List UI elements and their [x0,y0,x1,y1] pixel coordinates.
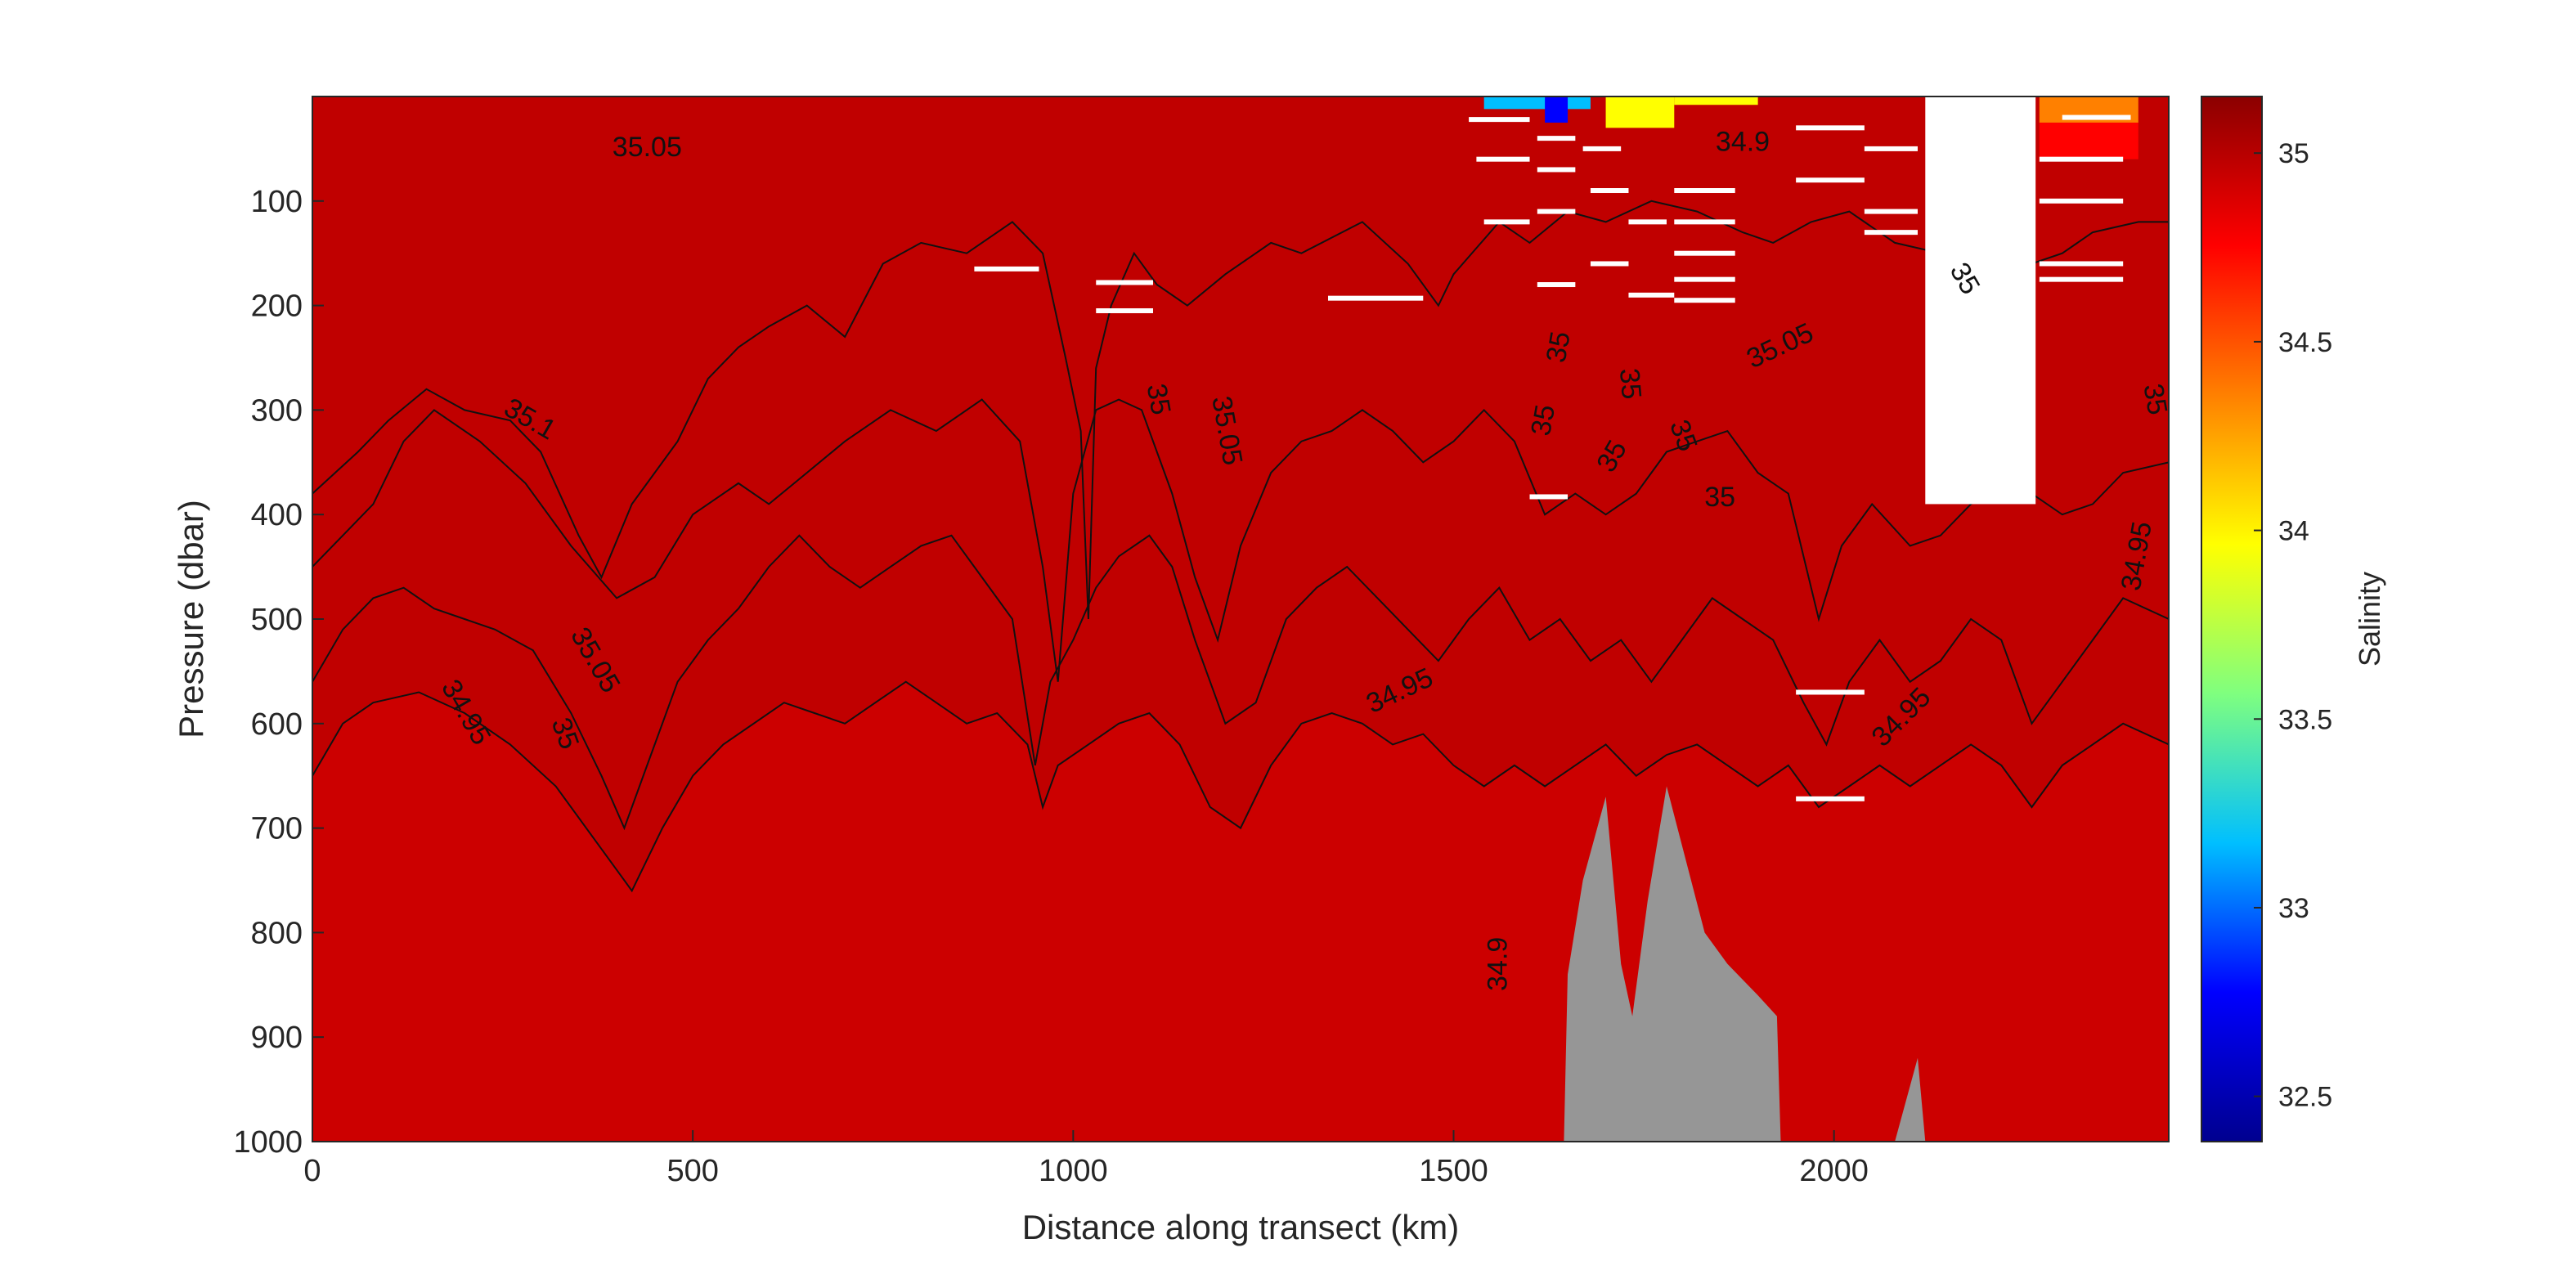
y-tick-label: 400 [251,498,303,532]
surface-feature [1674,96,1758,105]
x-axis-label: Distance along transect (km) [1022,1208,1460,1246]
colorbar: 32.5 33 33.5 34 34.5 35 [2201,96,2332,1142]
colorbar-tick-label: 34 [2278,516,2309,547]
missing-data-segment [1628,292,1675,298]
missing-data-segment [1582,146,1622,151]
missing-data-segment [1674,298,1735,303]
y-tick-label: 100 [251,185,303,219]
contour-line-34.95 [312,680,2169,893]
y-tick-label: 700 [251,812,303,846]
contour-label: 35 [1704,482,1735,513]
x-tick-label: 0 [303,1154,321,1188]
missing-data-segment [1796,796,1865,801]
colorbar-tick-label: 32.5 [2278,1082,2332,1113]
missing-data-segment [2039,198,2124,204]
missing-data-segment [1796,177,1865,183]
y-tick-label: 200 [251,289,303,324]
missing-data-segment [1537,282,1576,288]
missing-data-segment [1537,136,1576,141]
missing-data-segment [1529,494,1568,500]
y-tick-label: 600 [251,707,303,742]
y-tick-label: 1000 [233,1125,303,1160]
y-tick-label: 900 [251,1021,303,1055]
surface-feature [1605,96,1675,128]
missing-data-segment [1628,219,1667,225]
y-axis: 100 200 300 400 500 600 700 800 900 1000 [233,185,324,1160]
contour-line-35.1 [312,200,2169,620]
missing-data-segment [1537,167,1576,173]
contour-line-35 [312,534,2169,831]
y-axis-label: Pressure (dbar) [172,500,210,738]
missing-data-segment [2039,156,2124,162]
surface-feature [1483,96,1591,110]
x-tick-label: 1500 [1419,1154,1488,1188]
colorbar-tick-label: 33 [2278,893,2309,924]
missing-data-segment [1476,156,1530,162]
y-tick-label: 300 [251,393,303,428]
contour-label: 35 [2137,381,2173,417]
missing-data-segment [1674,219,1735,225]
missing-data-segment [1674,188,1735,194]
missing-data-segment [1674,250,1735,256]
colorbar-tick-label: 34.5 [2278,327,2332,358]
contour-label: 35 [1525,402,1561,438]
missing-data-segment [1796,125,1865,131]
x-axis: 0 500 1000 1500 2000 [303,1130,1869,1188]
data-gap [1925,96,2036,505]
missing-data-segment [1537,209,1576,214]
missing-data-segment [1096,280,1154,285]
y-tick-label: 800 [251,916,303,950]
missing-data-segment [1674,276,1735,282]
missing-data-segment [2062,114,2131,120]
missing-data-segment [1864,230,1918,236]
colorbar-scale [2201,96,2263,1142]
colorbar-tick-label: 35 [2278,138,2309,169]
missing-data-segment [974,266,1039,272]
x-tick-label: 2000 [1799,1154,1869,1188]
missing-data-segment [1864,209,1918,214]
contour-label: 35 [1613,367,1647,401]
surface-feature [1545,96,1568,123]
colorbar-label: Salinity [2353,572,2386,666]
seafloor [1895,1057,1926,1142]
contour-line-35.05 [312,398,2169,682]
x-tick-label: 500 [666,1154,718,1188]
missing-data-segment [1469,117,1530,123]
contour-label: 34.9 [1716,126,1770,157]
missing-data-segment [1796,689,1865,695]
contour-label: 35.05 [613,132,682,163]
contour-label: 34.9 [1482,937,1513,991]
missing-data-segment [1590,188,1629,194]
missing-data-segment [1864,146,1918,151]
missing-data-segment [2039,261,2124,267]
salinity-band-34.95 [312,96,2169,891]
missing-data-segment [1590,261,1629,267]
x-tick-label: 1000 [1039,1154,1108,1188]
colorbar-tick-label: 33.5 [2278,704,2332,735]
missing-data-segment [1096,307,1154,313]
missing-data-segment [1483,219,1530,225]
contour-label: 35 [1141,381,1177,417]
y-tick-label: 500 [251,603,303,637]
seafloor [1564,786,1781,1142]
missing-data-segment [2039,276,2124,282]
surface-feature [2039,122,2138,159]
contour-label: 35 [1541,329,1577,365]
missing-data-segment [1327,295,1424,301]
